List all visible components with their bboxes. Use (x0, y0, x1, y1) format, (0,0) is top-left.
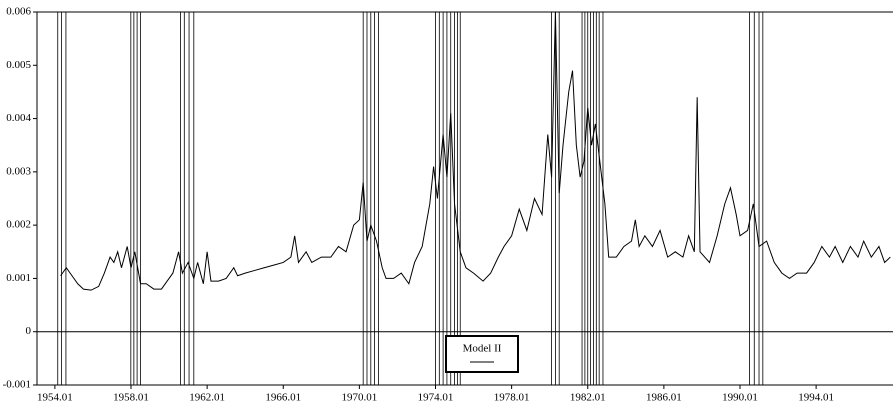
y-tick-label: 0.002 (6, 219, 31, 231)
x-tick-label: 1962.01 (189, 392, 225, 404)
legend-label: Model II (463, 343, 502, 355)
series-line (60, 11, 891, 291)
y-tick-label: 0.005 (6, 59, 31, 71)
x-tick-label: 1954.01 (37, 392, 73, 404)
y-tick-label: -0.001 (3, 379, 31, 391)
y-tick-label: 0.006 (6, 6, 31, 18)
legend-box (445, 335, 519, 373)
x-tick-label: 1966.01 (265, 392, 301, 404)
y-tick-label: 0.004 (6, 112, 31, 124)
y-tick-label: 0 (26, 325, 32, 337)
x-tick-label: 1974.01 (418, 392, 454, 404)
x-tick-label: 1986.01 (646, 392, 682, 404)
x-tick-label: 1958.01 (113, 392, 149, 404)
x-tick-label: 1978.01 (494, 392, 530, 404)
x-tick-label: 1982.01 (570, 392, 606, 404)
y-tick-label: 0.001 (6, 272, 31, 284)
x-tick-label: 1990.01 (722, 392, 758, 404)
y-tick-label: 0.003 (6, 165, 31, 177)
x-tick-label: 1970.01 (342, 392, 378, 404)
x-tick-label: 1994.01 (798, 392, 834, 404)
